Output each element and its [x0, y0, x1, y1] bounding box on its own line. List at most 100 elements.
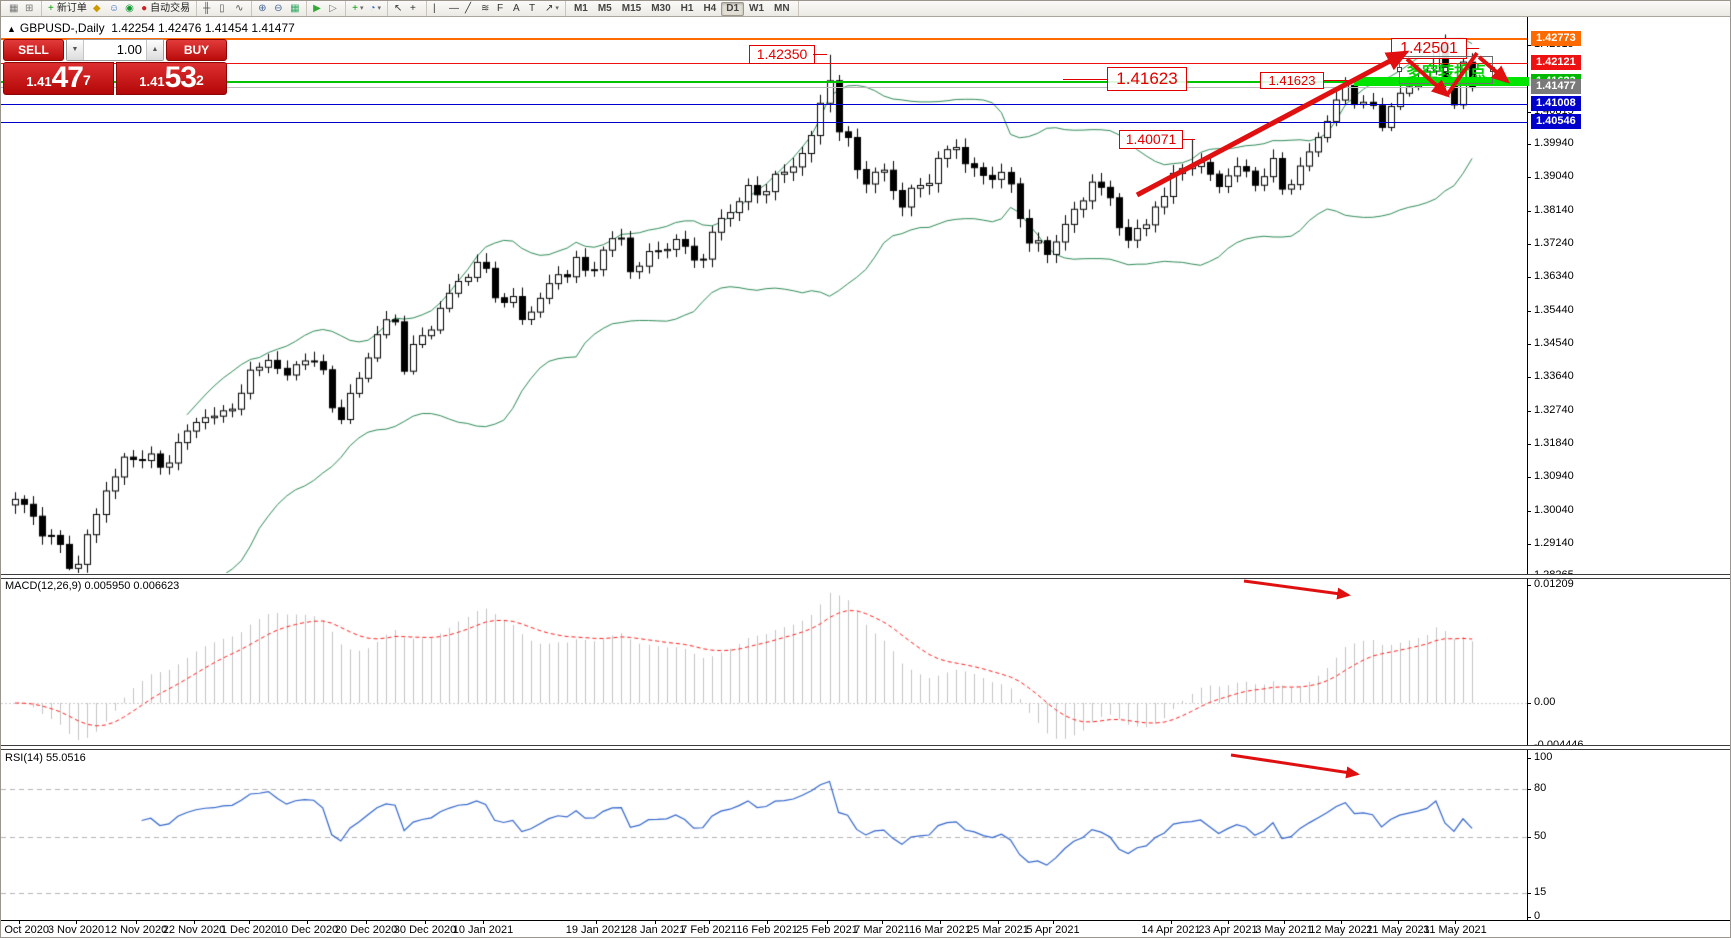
timeframe-d1[interactable]: D1	[721, 1, 745, 16]
new-chart-button[interactable]: ▦	[6, 2, 22, 16]
date-tick	[827, 921, 828, 924]
horizontal-line-button[interactable]: —	[446, 2, 462, 16]
date-label: 22 Nov 2020	[162, 924, 226, 936]
date-label: 25 Oct 2020	[1, 924, 49, 936]
ohlc-quote-values: 1.42254 1.42476 1.41454 1.41477	[111, 21, 295, 35]
price-tag-140071[interactable]: 1.40071	[1119, 130, 1183, 149]
date-label: 5 Apr 2021	[1026, 924, 1080, 936]
text-label-button[interactable]: T	[526, 2, 542, 16]
volume-increase-button[interactable]: ▲	[146, 40, 163, 60]
timeframe-h4[interactable]: H4	[703, 2, 717, 14]
tick-mark	[1527, 177, 1531, 178]
tick-mark	[1527, 917, 1531, 918]
price-tag-141623-small[interactable]: 1.41623	[1260, 72, 1324, 89]
indicators-list-dropdown-icon[interactable]: ▾	[359, 4, 364, 12]
date-tick	[596, 921, 597, 924]
equidistant-channel-button[interactable]: ≋	[478, 2, 494, 16]
zoom-out-button[interactable]: ⊖	[271, 2, 287, 16]
signals-button[interactable]: ◉	[122, 2, 138, 16]
tick-mark	[1527, 411, 1531, 412]
line-chart-icon: ∿	[235, 2, 244, 14]
cursor-button[interactable]: ↖	[391, 2, 407, 16]
zoom-in-button[interactable]: ⊕	[255, 2, 271, 16]
trend-arrow-object[interactable]	[1243, 579, 1351, 600]
arrows-tool-button[interactable]: ↗ ▾	[542, 2, 562, 16]
periods-button[interactable]: ◔ ▾	[366, 2, 384, 16]
level-line-1.40546[interactable]	[1, 122, 1527, 123]
timeframe-group: M1 M5 M15 M30 H1 H4 D1 W1 MN	[566, 1, 799, 16]
vertical-line-button[interactable]: |	[430, 2, 446, 16]
selection-handle[interactable]	[1443, 67, 1448, 72]
panel-separator-macd[interactable]	[1, 574, 1730, 579]
level-line-1.42773[interactable]	[1, 38, 1527, 40]
candle-chart-button[interactable]: ▯	[216, 2, 232, 16]
timeframe-m1[interactable]: M1	[573, 2, 588, 14]
text-label-icon: T	[529, 2, 536, 14]
sell-price-display[interactable]: 1.41 47 7	[3, 62, 114, 95]
auto-scroll-button[interactable]: ▶	[310, 2, 326, 16]
new-order-button[interactable]: + 新订单	[45, 2, 90, 16]
arrows-tool-dropdown-icon[interactable]: ▾	[555, 4, 559, 12]
volume-value[interactable]: 1.00	[116, 42, 142, 57]
price-tick-1.39040: 1.39040	[1534, 170, 1574, 182]
panel-collapse-icon[interactable]: ▲	[7, 24, 16, 34]
date-tick	[998, 921, 999, 924]
periods-icon: ◔	[369, 2, 376, 14]
buy-button[interactable]: BUY	[166, 39, 227, 61]
sell-button[interactable]: SELL	[3, 39, 64, 61]
trend-arrow-object[interactable]	[1445, 51, 1479, 97]
date-label: 21 May 2021	[1366, 924, 1430, 936]
macd-indicator-label: MACD(12,26,9) 0.005950 0.006623	[5, 580, 179, 592]
buy-price-point: 2	[195, 72, 204, 88]
tick-mark	[1527, 211, 1531, 212]
price-tag-142350[interactable]: 1.42350	[749, 45, 815, 64]
timeframe-h1[interactable]: H1	[680, 2, 694, 14]
metaeditor-button[interactable]: ◆	[90, 2, 106, 16]
tick-mark	[1527, 311, 1531, 312]
date-tick	[882, 921, 883, 924]
autotrading-button[interactable]: ● 自动交易	[138, 2, 193, 16]
toolbar: ▦ ⊞ + 新订单 ◆ ☺ ◉ ● 自动交易 ╫ ▯ ∿ ⊕ ⊖ ▦ ▶ ▷ + ▾ ◔ ▾ ↖ + | — ╱ ≋ F A T ↗ ▾ M1 M…	[1, 1, 1730, 17]
level-line-1.41477[interactable]	[1, 87, 1527, 88]
fibonacci-button[interactable]: F	[494, 2, 510, 16]
bar-chart-button[interactable]: ╫	[200, 2, 216, 16]
accounts-button[interactable]: ☺	[106, 2, 122, 16]
timeframe-m30[interactable]: M30	[651, 2, 671, 14]
tick-mark	[1527, 344, 1531, 345]
chart-shift-button[interactable]: ▷	[326, 2, 342, 16]
price-tag-141623-large[interactable]: 1.41623	[1107, 67, 1187, 91]
line-chart-button[interactable]: ∿	[232, 2, 248, 16]
trend-arrow-object[interactable]	[1135, 50, 1410, 198]
text-button[interactable]: A	[510, 2, 526, 16]
volume-decrease-button[interactable]: ▼	[67, 40, 84, 60]
trend-arrow-object[interactable]	[1230, 753, 1360, 779]
panel-separator-rsi[interactable]	[1, 745, 1730, 750]
buy-price-display[interactable]: 1.41 53 2	[116, 62, 227, 95]
trendline-button[interactable]: ╱	[462, 2, 478, 16]
indicators-list-button[interactable]: + ▾	[349, 2, 366, 16]
price-tag-leader	[813, 54, 827, 55]
trend-arrow-object[interactable]	[1477, 55, 1511, 84]
timeframe-m15[interactable]: M15	[621, 2, 642, 14]
timeframe-w1[interactable]: W1	[749, 2, 765, 14]
periods-dropdown-icon[interactable]: ▾	[377, 4, 382, 12]
chart-preview-button[interactable]: ⊞	[22, 2, 38, 16]
price-tag-142501[interactable]: 1.42501	[1391, 38, 1467, 59]
date-tick	[366, 921, 367, 924]
date-label: 25 Feb 2021	[796, 924, 858, 936]
date-label: 3 May 2021	[1255, 924, 1313, 936]
trend-arrow-object[interactable]	[1405, 57, 1450, 98]
level-line-1.41623[interactable]	[1, 81, 1527, 83]
timeframe-mn[interactable]: MN	[774, 2, 790, 14]
date-tick	[136, 921, 137, 924]
price-level-badge-1.40546: 1.40546	[1531, 114, 1581, 129]
timeframe-m5[interactable]: M5	[597, 2, 612, 14]
sell-price-pips: 47	[51, 61, 84, 94]
level-line-1.41008[interactable]	[1, 104, 1527, 105]
date-label: 1 Dec 2020	[220, 924, 278, 936]
tile-windows-button[interactable]: ▦	[287, 2, 303, 16]
crosshair-button[interactable]: +	[407, 2, 423, 16]
date-label: 25 Mar 2021	[967, 924, 1029, 936]
